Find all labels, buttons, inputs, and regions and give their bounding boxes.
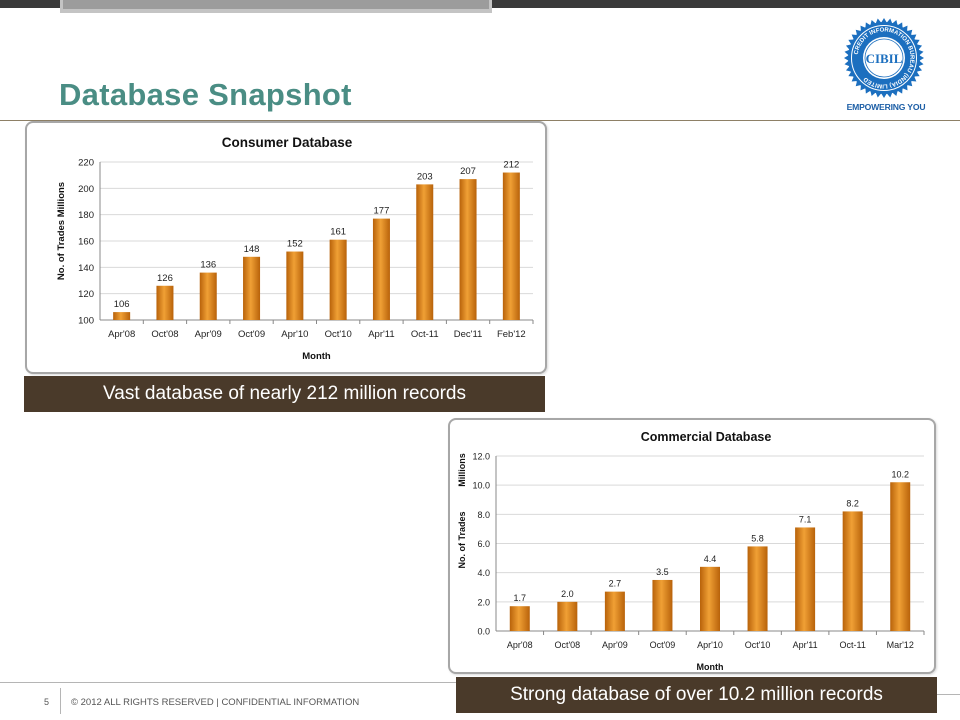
x-tick-label: Mar'12: [887, 640, 914, 650]
bar: [156, 285, 174, 320]
value-label: 203: [417, 171, 433, 182]
footer-divider: [60, 688, 61, 714]
commercial-chart-panel: 0.0 2.0 4.0 6.0 8.0 10.0 12.0 1.7 Apr'08 2.0 Oct'0…: [448, 418, 936, 674]
slide-title: Database Snapshot: [59, 77, 352, 112]
value-label: 4.4: [704, 554, 717, 564]
value-label: 106: [114, 299, 130, 310]
x-tick-label: Oct'09: [650, 640, 676, 650]
bar: [842, 511, 863, 631]
x-tick-label: Dec'11: [454, 329, 483, 340]
bar: [372, 218, 390, 320]
value-label: 3.5: [656, 567, 669, 577]
x-tick-label: Oct'10: [325, 329, 352, 340]
bar: [459, 179, 477, 320]
y-tick-label: 8.0: [477, 510, 490, 520]
value-label: 161: [330, 227, 346, 238]
bar: [329, 239, 347, 320]
y-tick-label: 180: [78, 210, 94, 221]
x-tick-label: Oct'10: [745, 640, 771, 650]
x-tick-label: Apr'09: [602, 640, 628, 650]
value-label: 2.0: [561, 589, 574, 599]
bar: [652, 579, 673, 631]
y-axis-label-units: Millions: [457, 453, 467, 487]
x-tick-label: Apr'09: [195, 329, 222, 340]
y-tick-label: 160: [78, 237, 94, 248]
value-label: 212: [503, 160, 519, 171]
y-tick-label: 6.0: [477, 539, 490, 549]
x-tick-label: Apr'08: [507, 640, 533, 650]
value-label: 207: [460, 166, 476, 177]
y-tick-label: 100: [78, 316, 94, 327]
chart-title: Consumer Database: [222, 135, 353, 150]
x-tick-label: Oct-11: [839, 640, 865, 650]
value-label: 2.7: [609, 579, 622, 589]
y-axis-label: No. of Trades: [457, 511, 467, 568]
value-label: 7.1: [799, 514, 812, 524]
x-tick-label: Apr'11: [368, 329, 394, 340]
x-tick-label: Oct'08: [554, 640, 580, 650]
value-label: 8.2: [846, 498, 859, 508]
y-tick-label: 120: [78, 289, 94, 300]
y-tick-label: 4.0: [477, 568, 490, 578]
x-tick-label: Apr'08: [108, 329, 135, 340]
copyright-text: © 2012 ALL RIGHTS RESERVED | CONFIDENTIA…: [71, 697, 360, 708]
x-axis-label: Month: [697, 662, 724, 672]
bar: [199, 272, 217, 320]
x-tick-label: Apr'11: [793, 640, 818, 650]
bar: [243, 256, 261, 320]
cibil-logo: CREDIT INFORMATION BUREAU (INDIA) LIMITE…: [844, 18, 924, 98]
y-tick-label: 12.0: [472, 452, 490, 462]
logo-tagline: EMPOWERING YOU: [846, 102, 926, 112]
chart-title: Commercial Database: [641, 430, 772, 444]
y-tick-label: 220: [78, 158, 94, 169]
y-tick-label: 140: [78, 263, 94, 274]
x-tick-label: Oct'08: [151, 329, 178, 340]
seal-icon: CREDIT INFORMATION BUREAU (INDIA) LIMITE…: [844, 18, 924, 98]
value-label: 1.7: [514, 593, 527, 603]
bar: [795, 527, 816, 631]
commercial-chart: 0.0 2.0 4.0 6.0 8.0 10.0 12.0 1.7 Apr'08 2.0 Oct'0…: [457, 430, 925, 672]
title-rule: [0, 120, 960, 121]
bar: [747, 546, 768, 631]
y-tick-label: 0.0: [477, 627, 490, 637]
footer-rule: [0, 682, 456, 683]
bar: [286, 251, 304, 320]
x-tick-label: Apr'10: [697, 640, 723, 650]
value-label: 148: [244, 244, 260, 255]
top-bar-tab-inner: [63, 0, 489, 9]
x-axis-label: Month: [302, 351, 331, 362]
bar: [604, 591, 625, 631]
logo-wordmark: CIBIL: [866, 51, 903, 66]
bar: [416, 184, 434, 320]
commercial-caption: Strong database of over 10.2 million rec…: [456, 677, 937, 713]
y-axis-label: No. of Trades Millions: [56, 182, 67, 280]
footer-right-rule: [937, 694, 960, 695]
value-label: 152: [287, 239, 303, 250]
y-tick-label: 2.0: [477, 597, 490, 607]
consumer-chart: 100 120 140 160 180 200 220 106 Apr'08 126 Oct'08 1…: [56, 135, 534, 362]
y-tick-label: 200: [78, 184, 94, 195]
value-label: 10.2: [891, 469, 909, 479]
y-tick-label: 10.0: [472, 481, 490, 491]
x-tick-label: Apr'10: [281, 329, 308, 340]
x-tick-label: Oct'09: [238, 329, 265, 340]
page-number: 5: [44, 697, 50, 707]
x-tick-label: Oct-11: [411, 329, 439, 340]
value-label: 5.8: [751, 533, 764, 543]
bar: [557, 601, 578, 631]
bar: [700, 566, 720, 631]
bar: [502, 172, 520, 320]
value-label: 136: [200, 260, 216, 271]
bar: [113, 312, 131, 320]
value-label: 126: [157, 273, 173, 284]
bar: [890, 482, 911, 631]
value-label: 177: [374, 206, 390, 217]
x-tick-label: Feb'12: [497, 329, 526, 340]
consumer-caption: Vast database of nearly 212 million reco…: [24, 376, 545, 412]
consumer-chart-panel: 100 120 140 160 180 200 220 106 Apr'08 126 Oct'08 1…: [25, 121, 547, 374]
bar: [509, 606, 530, 631]
